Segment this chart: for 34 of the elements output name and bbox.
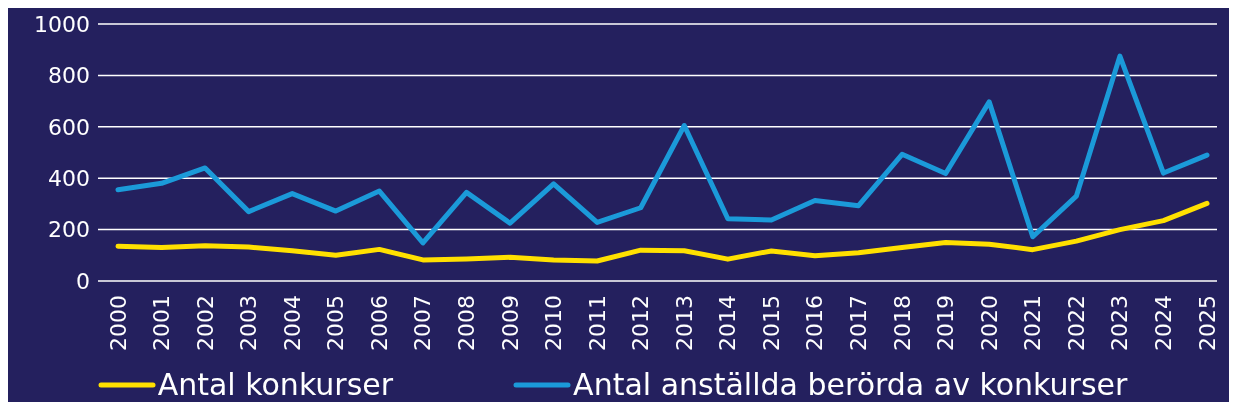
x-tick-label: 2003 [236, 295, 262, 351]
x-tick-label: 2001 [149, 295, 175, 351]
x-tick-label: 2024 [1150, 295, 1176, 351]
y-tick-label: 600 [48, 114, 90, 140]
legend-label: Antal anställda berörda av konkurser [573, 367, 1128, 402]
x-tick-label: 2012 [628, 295, 654, 351]
x-tick-label: 2016 [802, 295, 828, 351]
x-tick-label: 2000 [105, 295, 131, 351]
x-tick-label: 2021 [1020, 295, 1046, 351]
x-tick-label: 2006 [366, 295, 392, 351]
x-tick-label: 2013 [671, 295, 697, 351]
x-tick-label: 2009 [497, 295, 523, 351]
x-tick-label: 2008 [453, 295, 479, 351]
x-tick-label: 2005 [323, 295, 349, 351]
x-tick-label: 2007 [410, 295, 436, 351]
x-tick-label: 2014 [715, 295, 741, 351]
x-tick-label: 2025 [1194, 295, 1220, 351]
x-tick-label: 2022 [1063, 295, 1089, 351]
x-tick-label: 2002 [192, 295, 218, 351]
y-tick-label: 400 [48, 166, 90, 192]
y-tick-label: 200 [48, 217, 90, 243]
x-tick-label: 2017 [846, 295, 872, 351]
legend-label: Antal konkurser [157, 367, 394, 402]
x-tick-label: 2019 [933, 295, 959, 351]
x-tick-label: 2018 [889, 295, 915, 351]
x-tick-label: 2010 [541, 295, 567, 351]
x-tick-label: 2023 [1107, 295, 1133, 351]
x-tick-label: 2020 [976, 295, 1002, 351]
x-tick-label: 2004 [279, 295, 305, 351]
x-tick-label: 2011 [584, 295, 610, 351]
x-tick-label: 2015 [758, 295, 784, 351]
y-tick-label: 1000 [34, 11, 90, 37]
y-tick-label: 800 [48, 63, 90, 89]
y-tick-label: 0 [76, 268, 90, 294]
